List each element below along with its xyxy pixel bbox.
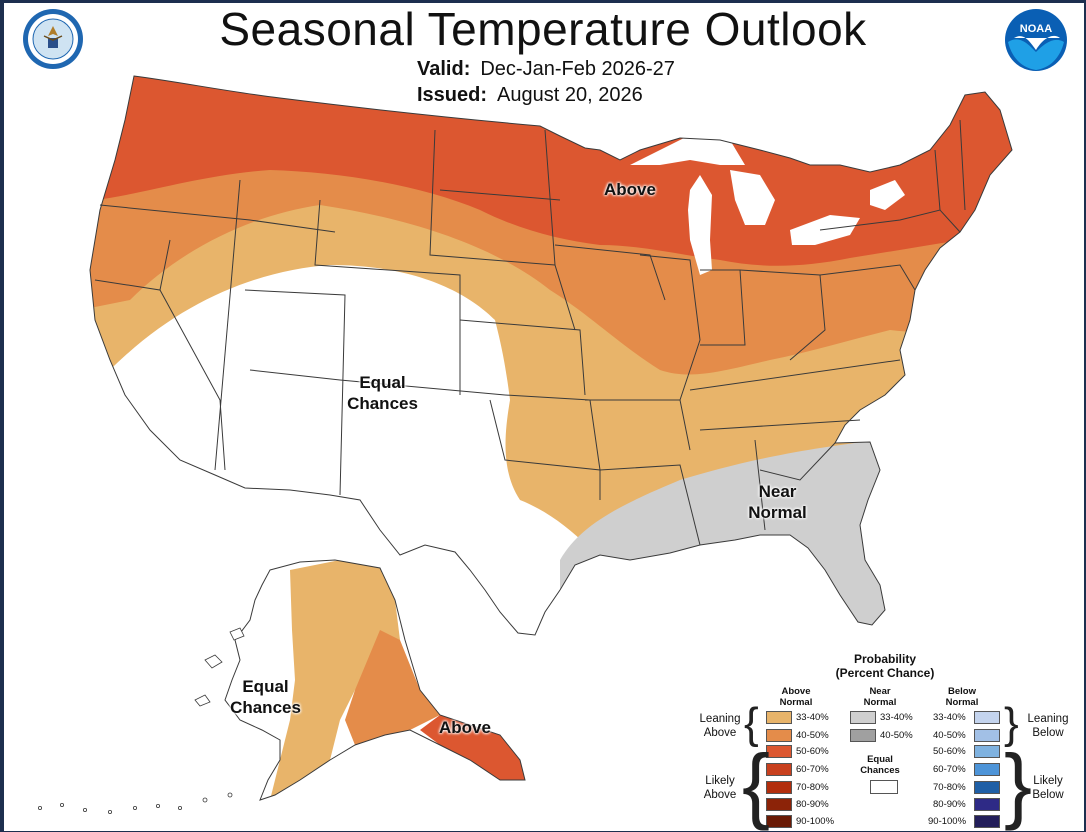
legend-likely-below: Likely Below <box>1032 775 1064 801</box>
label-equal-chances-conus: Equal Chances <box>347 373 418 413</box>
label-above-conus: Above <box>604 180 656 199</box>
label-below-80-90: 80-90% <box>933 799 966 810</box>
label-above-alaska: Above <box>439 718 491 737</box>
label-below-40-50: 40-50% <box>933 730 966 741</box>
label-above-80-90: 80-90% <box>796 799 829 810</box>
label-above-70-80: 70-80% <box>796 782 829 793</box>
swatch-below-60-70 <box>974 763 1000 776</box>
swatch-equal-chances <box>870 780 898 794</box>
valid-label: Valid: <box>417 58 471 80</box>
legend-leaning-below: Leaning Below <box>1027 713 1069 739</box>
probability-legend: Probability (Percent Chance) Above Norma… <box>690 650 1080 830</box>
legend-leaning-above: Leaning Above <box>699 713 741 739</box>
valid-line: Valid: Dec-Jan-Feb 2026-27 <box>417 58 675 81</box>
swatch-above-40-50 <box>766 729 792 742</box>
swatch-below-90-100 <box>974 815 1000 828</box>
label-near-33-40: 33-40% <box>880 712 913 723</box>
issued-label: Issued: <box>417 84 488 106</box>
label-below-50-60: 50-60% <box>933 746 966 757</box>
label-near-40-50: 40-50% <box>880 730 913 741</box>
swatch-above-70-80 <box>766 781 792 794</box>
commerce-seal-icon <box>23 9 83 69</box>
label-near-normal: Near Normal <box>748 482 807 522</box>
valid-value: Dec-Jan-Feb 2026-27 <box>480 58 675 80</box>
label-above-90-100: 90-100% <box>796 816 835 827</box>
swatch-below-40-50 <box>974 729 1000 742</box>
swatch-above-33-40 <box>766 711 792 724</box>
label-above-50-60: 50-60% <box>796 746 829 757</box>
swatch-below-50-60 <box>974 745 1000 758</box>
legend-equal-chances-label: Equal Chances <box>860 754 900 776</box>
swatch-above-90-100 <box>766 815 792 828</box>
noaa-logo-icon: NOAA <box>1005 9 1067 71</box>
swatch-near-40-50 <box>850 729 876 742</box>
label-above-40-50: 40-50% <box>796 730 829 741</box>
brace-likely-above-icon: { <box>742 737 771 831</box>
brace-leaning-above-icon: { <box>744 699 759 748</box>
swatch-below-80-90 <box>974 798 1000 811</box>
label-below-60-70: 60-70% <box>933 764 966 775</box>
label-below-70-80: 70-80% <box>933 782 966 793</box>
legend-below-head: Below Normal <box>945 686 979 708</box>
label-equal-chances-alaska: Equal Chances <box>230 677 301 717</box>
page-title: Seasonal Temperature Outlook <box>219 3 867 55</box>
swatch-near-33-40 <box>850 711 876 724</box>
brace-leaning-below-icon: } <box>1004 699 1019 748</box>
swatch-below-70-80 <box>974 781 1000 794</box>
legend-title: Probability (Percent Chance) <box>835 652 935 680</box>
label-below-90-100: 90-100% <box>928 816 967 827</box>
label-above-60-70: 60-70% <box>796 764 829 775</box>
noaa-logo-text: NOAA <box>1020 23 1052 35</box>
swatch-below-33-40 <box>974 711 1000 724</box>
issued-value: August 20, 2026 <box>497 84 643 106</box>
swatch-above-60-70 <box>766 763 792 776</box>
issued-line: Issued: August 20, 2026 <box>417 84 643 107</box>
legend-above-head: Above Normal <box>779 686 813 708</box>
legend-likely-above: Likely Above <box>703 775 737 801</box>
label-above-33-40: 33-40% <box>796 712 829 723</box>
swatch-above-50-60 <box>766 745 792 758</box>
swatch-above-80-90 <box>766 798 792 811</box>
label-below-33-40: 33-40% <box>933 712 966 723</box>
brace-likely-below-icon: } <box>1004 737 1033 831</box>
legend-near-head: Near Normal <box>863 686 897 708</box>
